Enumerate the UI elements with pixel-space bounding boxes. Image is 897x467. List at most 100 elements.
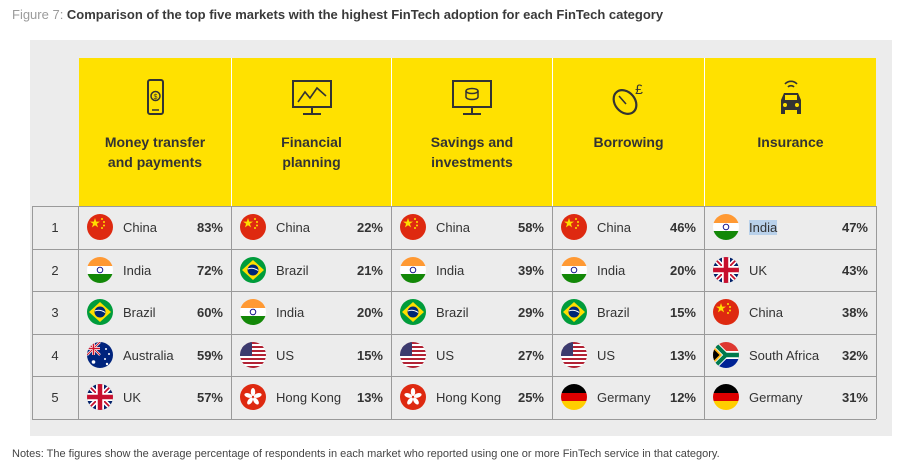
table-cell: Brazil 21% <box>232 249 391 291</box>
country-name: China <box>749 305 783 321</box>
grid-line <box>391 206 392 419</box>
adoption-percentage: 12% <box>669 390 696 406</box>
country-name: India <box>597 262 626 278</box>
country-name: Brazil <box>123 305 156 321</box>
grid-line <box>704 206 705 419</box>
country-name: India <box>436 262 465 278</box>
adoption-percentage: 47% <box>841 220 868 235</box>
table-cell: US 15% <box>232 334 391 376</box>
category-label: Borrowing <box>593 134 664 150</box>
adoption-percentage: 32% <box>841 347 868 363</box>
adoption-percentage: 25% <box>517 390 544 406</box>
country-name: Brazil <box>597 305 630 321</box>
country-name: US <box>276 347 295 363</box>
table-cell: China 22% <box>232 206 391 248</box>
table-cell: Brazil 60% <box>79 291 231 333</box>
svg-text:$: $ <box>154 94 158 101</box>
grid-line <box>231 206 232 419</box>
country-name: UK <box>749 262 768 278</box>
table-cell: India 39% <box>392 249 552 291</box>
category-header-band <box>79 58 876 207</box>
table-cell: India 72% <box>79 249 231 291</box>
category-label: Savings and investments <box>430 134 514 170</box>
table-cell: China 58% <box>392 206 552 248</box>
adoption-percentage: 29% <box>517 305 544 321</box>
country-name: Brazil <box>436 305 469 321</box>
adoption-percentage: 72% <box>196 262 223 278</box>
adoption-percentage: 22% <box>356 220 383 235</box>
adoption-percentage: 13% <box>356 390 383 406</box>
adoption-percentage: 57% <box>196 390 223 406</box>
table-cell: China 38% <box>705 291 876 333</box>
adoption-percentage: 58% <box>517 220 544 235</box>
adoption-percentage: 83% <box>196 220 223 235</box>
flag-india-icon <box>240 299 266 326</box>
flag-us-icon <box>561 341 587 368</box>
table-bottom-border <box>32 419 876 420</box>
country-name: China <box>123 220 157 235</box>
category-header-financial-planning: Financial planning <box>232 58 391 207</box>
table-cell: Brazil 29% <box>392 291 552 333</box>
svg-text:£: £ <box>635 81 643 97</box>
adoption-percentage: 59% <box>196 347 223 363</box>
flag-china-icon <box>713 299 739 326</box>
adoption-percentage: 13% <box>669 347 696 363</box>
rank-number: 2 <box>51 262 59 278</box>
table-row <box>32 333 876 378</box>
table-row <box>32 248 876 293</box>
country-name: China <box>436 220 470 235</box>
table-row <box>32 206 876 250</box>
table-cell: Brazil 15% <box>553 291 704 333</box>
table-cell: China 46% <box>553 206 704 248</box>
category-label: Money transfer and payments <box>104 134 206 170</box>
figure-title-text: Comparison of the top five markets with … <box>66 7 664 22</box>
flag-southafrica-icon <box>713 341 739 368</box>
figure-prefix: Figure 7: <box>12 7 67 22</box>
adoption-percentage: 21% <box>356 262 383 278</box>
category-label: Insurance <box>757 134 824 150</box>
country-name: Hong Kong <box>436 390 502 406</box>
rank-number: 1 <box>51 220 59 235</box>
table-cell: Australia 59% <box>79 334 231 376</box>
connected-car-icon <box>769 78 813 118</box>
adoption-percentage: 43% <box>841 262 868 278</box>
adoption-percentage: 39% <box>517 262 544 278</box>
flag-germany-icon <box>713 384 739 411</box>
table-cell: US 13% <box>553 334 704 376</box>
flag-us-icon <box>240 341 266 368</box>
header-divider <box>704 58 705 207</box>
notes: Notes: The figures show the average perc… <box>12 448 720 460</box>
table-row <box>32 291 876 335</box>
adoption-percentage: 31% <box>841 390 868 406</box>
adoption-percentage: 15% <box>356 347 383 363</box>
country-name: India <box>123 262 152 278</box>
table-cell: UK 57% <box>79 376 231 418</box>
rank-number: 5 <box>51 390 59 406</box>
flag-china-icon <box>87 214 113 240</box>
flag-brazil-icon <box>240 256 266 283</box>
country-name: India <box>276 305 305 321</box>
country-name: Germany <box>597 390 651 406</box>
country-name: Australia <box>123 347 174 363</box>
table-cell: Germany 31% <box>705 376 876 418</box>
mouse-pound-icon: £ <box>607 78 651 118</box>
adoption-percentage: 60% <box>196 305 223 321</box>
flag-china-icon <box>561 214 587 240</box>
table-cell: India 20% <box>232 291 391 333</box>
flag-china-icon <box>400 214 426 240</box>
country-name: US <box>597 347 616 363</box>
grid-line <box>78 206 79 419</box>
grid-line <box>876 206 877 419</box>
figure-title: Figure 7: Comparison of the top five mar… <box>12 7 663 22</box>
header-divider <box>231 58 232 207</box>
table-cell: South Africa 32% <box>705 334 876 376</box>
flag-australia-icon <box>87 341 113 368</box>
category-header-insurance: Insurance <box>705 58 876 207</box>
rank-number: 4 <box>51 347 59 363</box>
table-cell: Hong Kong 25% <box>392 376 552 418</box>
table-cell: India 20% <box>553 249 704 291</box>
header-divider <box>391 58 392 207</box>
country-name: Brazil <box>276 262 309 278</box>
grid-line <box>32 206 33 419</box>
flag-china-icon <box>240 214 266 240</box>
